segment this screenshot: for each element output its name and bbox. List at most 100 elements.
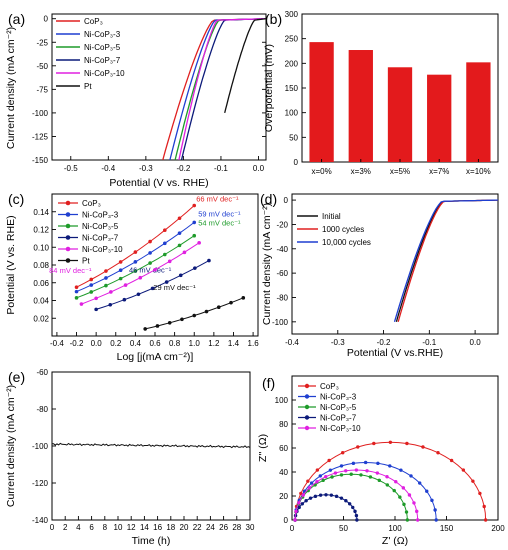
panel-d-legend: Initial 1000 cycles 10,000 cycles xyxy=(297,212,371,247)
tafel-slope-label: 66 mV dec⁻¹ xyxy=(196,195,239,204)
x-tick-label: 22 xyxy=(193,523,202,532)
nyquist-point xyxy=(356,445,360,449)
nyquist-point xyxy=(351,461,356,466)
legend-marker xyxy=(65,246,71,252)
legend-marker xyxy=(304,394,310,399)
x-tick-label: -0.4 xyxy=(285,338,299,347)
legend-marker xyxy=(304,383,310,389)
data-point xyxy=(79,302,84,306)
panel-b: (b) Overpotential (mV) 0 50 100 150 200 250 30… xyxy=(263,10,499,176)
data-point xyxy=(167,259,172,264)
nyquist-point xyxy=(471,479,475,483)
nyquist-point xyxy=(415,518,420,522)
data-point xyxy=(177,216,182,221)
nyquist-point xyxy=(344,498,348,503)
nyquist-point xyxy=(318,474,322,478)
x-tick-label: 0.0 xyxy=(253,164,265,173)
x-tick-label: 8 xyxy=(103,523,108,532)
nyquist-point xyxy=(318,493,323,497)
x-tick-label: x=7% xyxy=(429,167,449,176)
bar-x10 xyxy=(466,62,491,163)
panel-d-series xyxy=(393,199,498,322)
legend-marker xyxy=(65,200,71,206)
data-point xyxy=(192,313,197,318)
data-point xyxy=(207,258,211,263)
nyquist-point xyxy=(339,496,344,500)
y-tick-label: 40 xyxy=(279,468,288,477)
x-tick-label: 6 xyxy=(89,523,94,532)
x-tick-label: 0.0 xyxy=(91,339,103,348)
nyquist-point xyxy=(363,460,368,465)
panel-e-yticks: -60 -80 -100 -120 -140 xyxy=(32,368,56,525)
x-tick-label: 14 xyxy=(140,523,149,532)
y-tick-label: 250 xyxy=(285,35,299,44)
legend-text-pt: Pt xyxy=(84,82,92,91)
nyquist-point xyxy=(359,473,363,477)
nyquist-point xyxy=(339,464,344,468)
panel-c-xticks: -0.4 -0.2 0.0 0.2 0.4 0.6 0.8 1.0 1.2 1.4 1.6 xyxy=(50,332,259,348)
nyquist-point xyxy=(355,518,359,522)
panel-a-series xyxy=(162,18,267,161)
x-tick-label: -0.3 xyxy=(139,164,153,173)
panel-e-series xyxy=(52,442,251,449)
x-tick-label: 0.8 xyxy=(169,339,181,348)
nyquist-point xyxy=(324,493,328,497)
y-tick-label: -100 xyxy=(32,442,49,451)
y-tick-label: 200 xyxy=(285,59,299,68)
nyquist-point xyxy=(306,479,310,483)
x-tick-label: 28 xyxy=(232,523,241,532)
data-point xyxy=(89,277,94,282)
nyquist-point xyxy=(377,478,381,483)
panel-f-label: (f) xyxy=(262,375,275,391)
nyquist-point xyxy=(341,451,345,455)
y-tick-label: 0.12 xyxy=(33,226,49,235)
nyquist-point xyxy=(407,493,412,497)
y-tick-label: 0.02 xyxy=(33,314,49,323)
data-point xyxy=(229,300,233,305)
tafel-slope-label: 84 mV dec⁻¹ xyxy=(49,266,92,275)
data-point xyxy=(148,261,152,265)
panel-d-yticks: 0 -20 -40 -60 -80 -100 xyxy=(272,196,296,327)
nyquist-point xyxy=(334,494,339,499)
panel-a-yticks: 0 -25 -50 -75 -100 -125 -150 xyxy=(32,15,266,165)
data-point xyxy=(192,203,197,208)
panel-f: (f) Z' (Ω) Z'' (Ω) 0 50 100 150 200 0 20 40 60 8… xyxy=(257,375,505,547)
data-point xyxy=(143,327,147,331)
nyquist-point xyxy=(401,486,406,490)
nyquist-point xyxy=(297,501,301,505)
nyquist-point xyxy=(415,509,419,514)
nyquist-point xyxy=(354,513,359,518)
nyquist-point xyxy=(327,458,331,463)
x-tick-label: 20 xyxy=(180,523,189,532)
x-tick-label: 0.4 xyxy=(130,339,142,348)
y-tick-label: -50 xyxy=(36,62,48,71)
panel-d-frame xyxy=(291,193,499,335)
y-tick-label: 0 xyxy=(44,15,49,24)
data-point xyxy=(155,324,160,328)
nyquist-point xyxy=(365,469,369,473)
nyquist-point xyxy=(339,473,344,477)
data-point xyxy=(123,283,128,287)
legend-marker xyxy=(65,258,71,263)
panel-f-series xyxy=(293,440,488,522)
data-point xyxy=(133,250,138,254)
panel-e-xlabel: Time (h) xyxy=(132,535,171,547)
legend-text-initial: Initial xyxy=(322,212,341,221)
nyquist-point xyxy=(394,480,398,484)
nyquist-line xyxy=(294,494,358,521)
legend-marker xyxy=(304,404,310,410)
data-point xyxy=(118,276,123,281)
nyquist-point xyxy=(421,445,425,449)
tafel-slope-label: 59 mV dec⁻¹ xyxy=(198,209,241,218)
y-tick-label: -120 xyxy=(32,479,49,488)
x-tick-label: 4 xyxy=(76,523,81,532)
y-tick-label: 80 xyxy=(279,420,288,429)
nyquist-point xyxy=(368,475,373,479)
nyquist-point xyxy=(299,491,303,496)
nyquist-point xyxy=(309,481,314,485)
bar-x5 xyxy=(387,67,413,162)
legend-marker xyxy=(65,212,71,217)
legend-marker xyxy=(304,415,310,420)
nyquist-point xyxy=(385,475,389,479)
nyquist-point xyxy=(293,518,297,522)
